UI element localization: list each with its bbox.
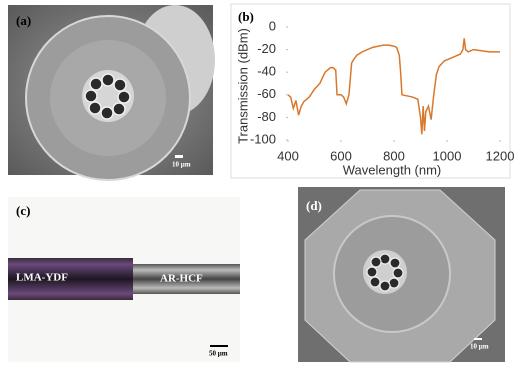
fiber-hcf bbox=[133, 264, 240, 294]
y-tick-label: 0 bbox=[269, 18, 276, 33]
scale-bar bbox=[210, 345, 228, 347]
y-tick-label: -60 bbox=[257, 86, 276, 101]
y-tick-label: -80 bbox=[257, 109, 276, 124]
x-tick-label: 1200 bbox=[486, 148, 515, 163]
y-tick-label: -100 bbox=[250, 131, 276, 146]
scale-text: 50 μm bbox=[209, 350, 228, 358]
x-tick-label: 400 bbox=[277, 148, 299, 163]
y-tick-label: -40 bbox=[257, 64, 276, 79]
panel-label: (d) bbox=[306, 198, 322, 213]
x-tick-label: 600 bbox=[330, 148, 352, 163]
panel-d: (d) 10 μm bbox=[298, 187, 505, 363]
capillaries bbox=[366, 253, 404, 292]
x-axis-label: Wavelength (nm) bbox=[343, 162, 442, 177]
panel-c: (c) LMA-YDF AR-HCF 50 μm bbox=[8, 197, 240, 362]
chart-frame bbox=[230, 3, 511, 179]
scale-text: 10 μm bbox=[470, 343, 489, 351]
scale-text: 10 μm bbox=[172, 161, 191, 169]
panel-label: (c) bbox=[16, 203, 30, 218]
y-axis-label: Transmission (dBm) bbox=[235, 28, 250, 144]
scale-bar bbox=[175, 155, 183, 158]
panel-a: (a) 10 μm bbox=[8, 5, 215, 181]
scale-bar bbox=[474, 338, 482, 340]
fiber-label: LMA-YDF bbox=[16, 272, 68, 284]
x-tick-label: 800 bbox=[383, 148, 405, 163]
x-tick-label: 1000 bbox=[433, 148, 462, 163]
panel-label: (a) bbox=[16, 13, 31, 28]
fiber-ydf bbox=[8, 258, 133, 300]
y-tick-label: -20 bbox=[257, 41, 276, 56]
fiber-label: AR-HCF bbox=[160, 273, 203, 285]
capillaries bbox=[84, 73, 131, 120]
data-line bbox=[287, 38, 500, 135]
panel-label: (b) bbox=[238, 9, 254, 24]
